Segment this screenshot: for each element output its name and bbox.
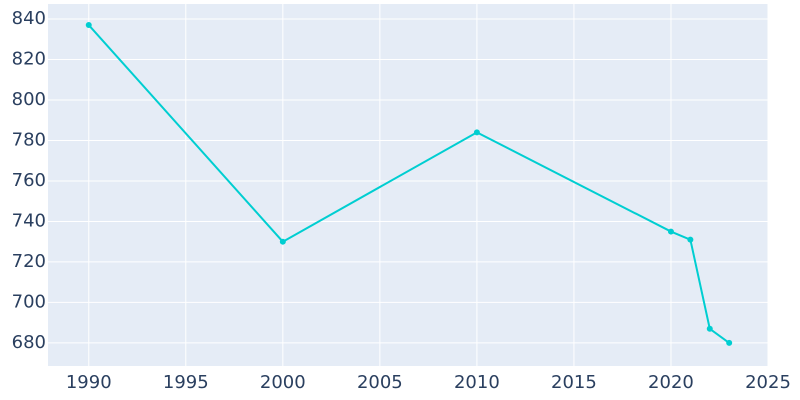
y-tick-label: 780 xyxy=(12,129,46,150)
x-tick-label: 2005 xyxy=(357,372,403,393)
x-tick-label: 2010 xyxy=(454,372,500,393)
x-tick-label: 2000 xyxy=(260,372,306,393)
x-tick-label: 1990 xyxy=(66,372,112,393)
data-point xyxy=(667,228,674,235)
data-point xyxy=(473,129,480,136)
y-tick-label: 840 xyxy=(12,8,46,29)
y-tick-label: 820 xyxy=(12,48,46,69)
x-tick-label: 2025 xyxy=(745,372,791,393)
y-tick-label: 720 xyxy=(12,251,46,272)
plot-area xyxy=(48,4,768,366)
x-tick-label: 1995 xyxy=(163,372,209,393)
y-tick-label: 700 xyxy=(12,291,46,312)
y-tick-label: 680 xyxy=(12,332,46,353)
x-tick-label: 2020 xyxy=(648,372,694,393)
data-point xyxy=(706,325,713,332)
y-tick-label: 800 xyxy=(12,89,46,110)
data-point xyxy=(279,238,286,245)
data-point xyxy=(726,339,733,346)
y-tick-label: 760 xyxy=(12,170,46,191)
y-tick-label: 740 xyxy=(12,210,46,231)
x-tick-label: 2015 xyxy=(551,372,597,393)
data-point xyxy=(85,22,92,29)
data-point xyxy=(687,236,694,243)
